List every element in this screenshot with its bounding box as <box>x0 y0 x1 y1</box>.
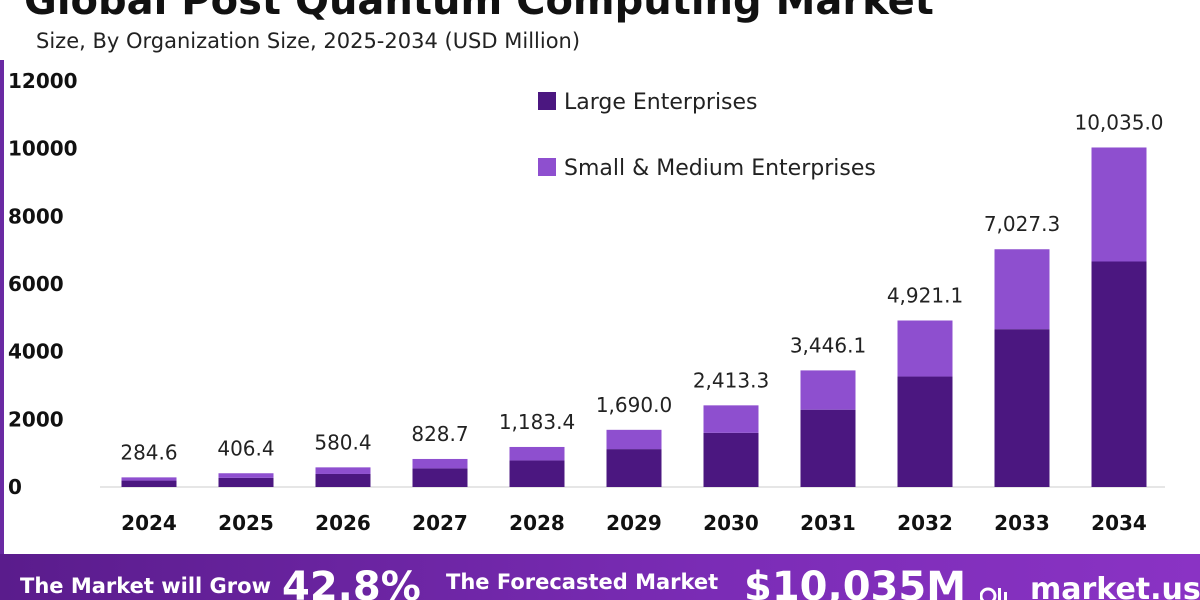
y-tick-label: 12000 <box>8 69 78 93</box>
bar-small-medium-enterprises <box>994 249 1050 330</box>
bar-small-medium-enterprises <box>703 405 759 433</box>
bar-large-enterprises <box>315 473 371 487</box>
legend-swatch <box>538 158 556 176</box>
footer-cagr-value: 42.8% <box>282 564 421 600</box>
legend-label: Large Enterprises <box>564 90 758 115</box>
x-tick-label: 2026 <box>315 511 371 535</box>
x-tick-label: 2028 <box>509 511 565 535</box>
data-label-total: 7,027.3 <box>984 212 1060 236</box>
bar-small-medium-enterprises <box>1091 147 1147 262</box>
bar-large-enterprises <box>606 449 662 487</box>
y-tick-label: 8000 <box>8 204 64 228</box>
chart-subtitle: Size, By Organization Size, 2025-2034 (U… <box>36 29 581 53</box>
footer-forecast-label: The Forecasted Market <box>446 570 719 594</box>
footer-grow-label: The Market will Grow <box>20 574 271 598</box>
bar-large-enterprises <box>703 432 759 487</box>
bar-small-medium-enterprises <box>509 446 565 461</box>
data-label-total: 284.6 <box>120 440 177 464</box>
data-label-total: 2,413.3 <box>693 368 769 392</box>
x-tick-label: 2031 <box>800 511 856 535</box>
data-label-total: 1,690.0 <box>596 393 672 417</box>
x-tick-label: 2025 <box>218 511 274 535</box>
y-tick-label: 0 <box>8 475 22 499</box>
chart-title: Global Post Quantum Computing Market <box>24 0 934 24</box>
x-tick-label: 2027 <box>412 511 468 535</box>
data-label-total: 1,183.4 <box>499 410 575 434</box>
x-tick-label: 2032 <box>897 511 953 535</box>
data-label-total: 10,035.0 <box>1074 110 1163 134</box>
bar-small-medium-enterprises <box>218 473 274 478</box>
legend-label: Small & Medium Enterprises <box>564 156 876 181</box>
bar-small-medium-enterprises <box>800 370 856 410</box>
data-label-total: 4,921.1 <box>887 284 963 308</box>
x-tick-label: 2033 <box>994 511 1050 535</box>
left-accent-bar <box>0 60 4 554</box>
bar-large-enterprises <box>218 477 274 487</box>
footer-brand: market.us <box>1030 572 1200 600</box>
footer-banner: The Market will Grow 42.8% The Forecaste… <box>0 554 1200 600</box>
bar-small-medium-enterprises <box>315 467 371 474</box>
data-label-total: 406.4 <box>217 436 274 460</box>
bar-large-enterprises <box>994 329 1050 487</box>
bar-large-enterprises <box>121 480 177 487</box>
bar-large-enterprises <box>1091 261 1147 487</box>
bar-large-enterprises <box>800 409 856 487</box>
bar-small-medium-enterprises <box>606 429 662 450</box>
stacked-bar-chart: 0 2000 4000 6000 8000 10000 12000 284.6 2024 406.… <box>0 60 1165 554</box>
x-tick-label: 2034 <box>1091 511 1147 535</box>
data-label-total: 580.4 <box>314 430 371 454</box>
data-label-total: 3,446.1 <box>790 333 866 357</box>
y-tick-label: 10000 <box>8 137 78 161</box>
bar-small-medium-enterprises <box>412 458 468 469</box>
x-tick-label: 2029 <box>606 511 662 535</box>
bar-small-medium-enterprises <box>897 320 953 377</box>
x-tick-label: 2024 <box>121 511 177 535</box>
y-tick-label: 2000 <box>8 407 64 431</box>
bar-small-medium-enterprises <box>121 477 177 481</box>
legend-swatch <box>538 92 556 110</box>
brand-logo-icon <box>980 587 1007 600</box>
footer-forecast-value: $10,035M <box>744 564 966 600</box>
bar-large-enterprises <box>897 376 953 487</box>
bar-large-enterprises <box>412 468 468 487</box>
y-tick-label: 6000 <box>8 272 64 296</box>
x-tick-label: 2030 <box>703 511 759 535</box>
data-label-total: 828.7 <box>411 422 468 446</box>
y-tick-label: 4000 <box>8 340 64 364</box>
bar-large-enterprises <box>509 460 565 487</box>
